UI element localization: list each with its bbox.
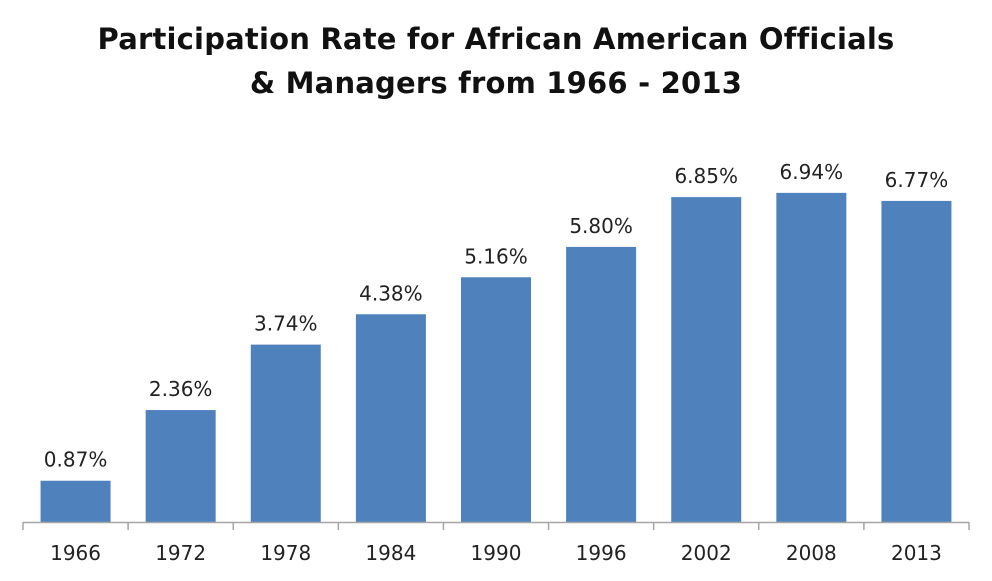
chart-title-line-2: & Managers from 1966 - 2013: [249, 66, 743, 100]
value-labels-layer: 0.87% 2.36% 3.74% 4.38% 5.16% 5.80% 6.85% 6.94%…: [44, 160, 948, 472]
bar-1972: [145, 410, 216, 522]
data-label-2008: 6.94%: [780, 160, 844, 184]
x-axis: 1966 1972 1978 1984 1990 1996 2002 2008 2013: [22, 521, 970, 565]
x-tick-label-1978: 1978: [260, 541, 311, 565]
data-label-2002: 6.85%: [674, 164, 738, 188]
x-tick-label-1996: 1996: [576, 541, 627, 565]
data-label-1978: 3.74%: [254, 312, 318, 336]
x-tick-label-2013: 2013: [891, 541, 942, 565]
bar-1966: [40, 480, 111, 522]
bar-2008: [776, 192, 847, 523]
bar-2002: [671, 197, 742, 522]
data-label-1990: 5.16%: [464, 244, 528, 268]
x-tick-label-2008: 2008: [786, 541, 837, 565]
data-label-1996: 5.80%: [569, 214, 633, 238]
bar-1978: [250, 344, 321, 522]
bar-1990: [461, 277, 531, 522]
x-tick-label-1990: 1990: [471, 541, 522, 565]
bar-1996: [566, 246, 637, 522]
chart-title-line-1: Participation Rate for African American …: [97, 22, 895, 56]
x-tick-label-1972: 1972: [155, 541, 206, 565]
x-tick-label-1966: 1966: [50, 541, 101, 565]
data-label-1972: 2.36%: [149, 377, 213, 401]
data-label-2013: 6.77%: [885, 168, 949, 192]
bar-2013: [881, 200, 952, 522]
x-tick-label-1984: 1984: [365, 541, 416, 565]
bars-layer: [40, 192, 952, 523]
x-tick-label-2002: 2002: [681, 541, 732, 565]
bar-1984: [355, 314, 426, 522]
data-label-1966: 0.87%: [44, 448, 108, 472]
data-label-1984: 4.38%: [359, 281, 423, 305]
